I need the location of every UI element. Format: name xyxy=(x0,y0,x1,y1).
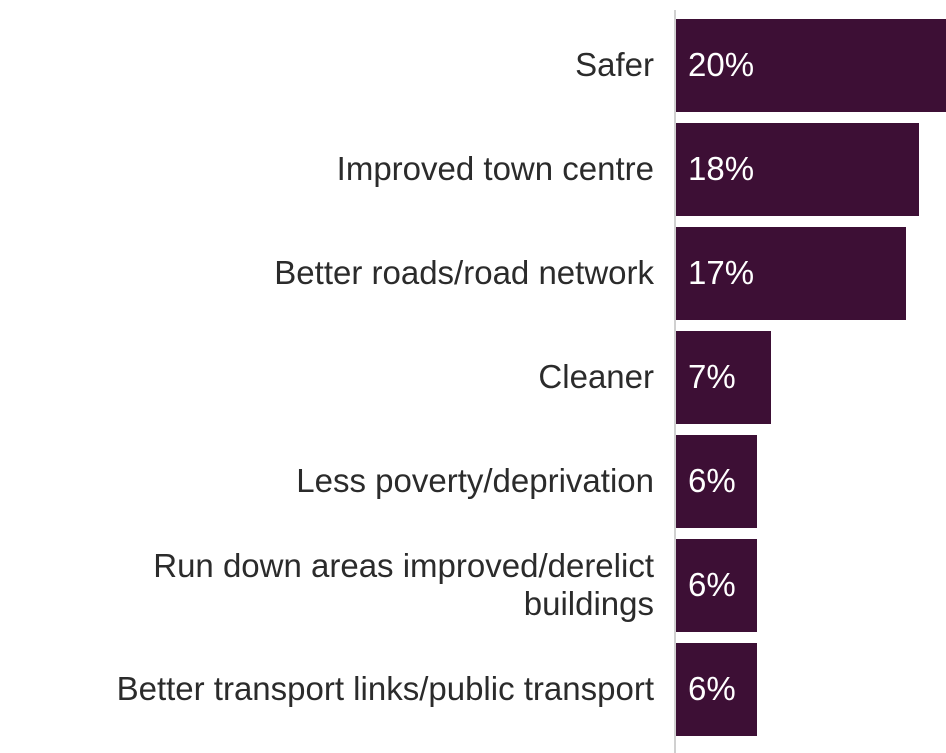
bar: 6% xyxy=(676,642,757,736)
data-label: 18% xyxy=(688,150,755,187)
bar: 18% xyxy=(676,122,919,216)
data-label: 20% xyxy=(688,46,755,83)
bar: 7% xyxy=(676,330,771,424)
data-label: 6% xyxy=(688,462,736,499)
category-label: Less poverty/deprivation xyxy=(296,462,654,499)
category-label: Better transport links/public transport xyxy=(116,670,654,707)
category-label: Safer xyxy=(575,46,654,83)
category-label: Cleaner xyxy=(538,358,654,395)
bar: 17% xyxy=(676,226,906,320)
data-label: 6% xyxy=(688,566,736,603)
bar: 20% xyxy=(676,18,946,112)
category-label: Better roads/road network xyxy=(274,254,654,291)
data-label: 6% xyxy=(688,670,736,707)
data-label: 7% xyxy=(688,358,736,395)
data-label: 17% xyxy=(688,254,755,291)
category-label: Improved town centre xyxy=(336,150,654,187)
category-label: Run down areas improved/derelict buildin… xyxy=(153,547,654,622)
bar: 6% xyxy=(676,434,757,528)
axis-line xyxy=(674,10,676,753)
bar: 6% xyxy=(676,538,757,632)
